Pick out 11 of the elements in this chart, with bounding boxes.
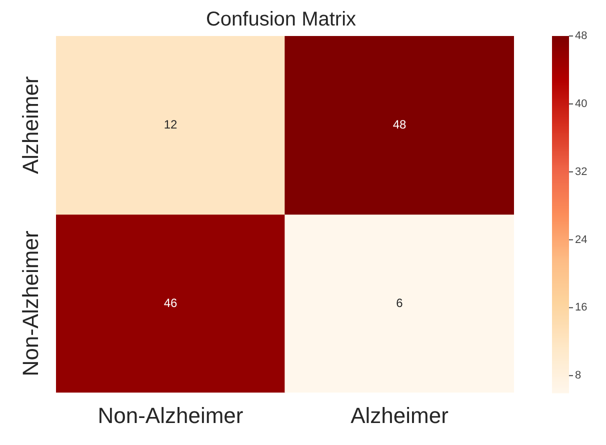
chart-title: Confusion Matrix: [206, 8, 356, 31]
color-bar-label: 16: [575, 302, 588, 314]
data-label: 48: [392, 117, 406, 132]
color-bar-label: 32: [575, 166, 588, 178]
data-label: 12: [164, 117, 178, 132]
color-bar-label: 48: [575, 30, 588, 42]
color-bar-label: 24: [575, 234, 588, 246]
color-bar-label: 8: [575, 370, 582, 382]
data-label: 6: [396, 296, 404, 310]
data-label: 46: [164, 296, 178, 310]
color-bar-label: 40: [575, 98, 588, 110]
